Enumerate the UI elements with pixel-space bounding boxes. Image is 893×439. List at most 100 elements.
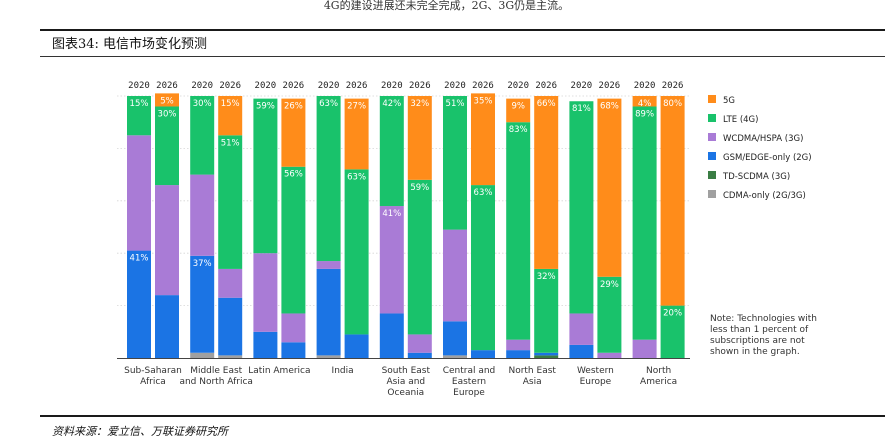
legend-label: TD-SCDMA (3G): [722, 172, 790, 182]
bar-segment: [506, 350, 531, 358]
bar-segment: [155, 185, 179, 296]
category-label: North: [646, 366, 671, 376]
bar-segment: [316, 261, 341, 269]
data-label: 68%: [600, 102, 619, 112]
data-label: 56%: [284, 170, 303, 180]
bar-segment: [407, 352, 432, 358]
bar-segment: [281, 98, 306, 167]
year-tick-label: 2026: [535, 81, 557, 91]
bar-segment: [155, 93, 179, 107]
data-label: 37%: [193, 259, 212, 269]
data-label: 26%: [284, 102, 303, 112]
bar-segment: [127, 135, 151, 251]
bar-segment: [218, 297, 243, 356]
category-label: Central and: [443, 366, 496, 376]
category-label: India: [332, 366, 354, 376]
bar-segment: [443, 355, 467, 358]
top-note: 4G的建设进展还未完全完成，2G、3G仍是主流。: [323, 0, 570, 12]
bar-segment: [534, 355, 559, 358]
category-label: Western: [577, 366, 614, 376]
data-label: 30%: [158, 109, 177, 119]
category-label: Oceania: [387, 388, 424, 398]
category-label: and North Africa: [179, 377, 253, 387]
category-label: Africa: [140, 377, 166, 387]
data-label: 32%: [410, 99, 429, 109]
legend-label: LTE (4G): [723, 115, 758, 125]
bar-segment: [569, 101, 594, 314]
data-label: 89%: [635, 109, 654, 119]
bar-segment: [506, 98, 531, 123]
legend-label: GSM/EDGE-only (2G): [723, 153, 812, 163]
data-label: 29%: [600, 280, 619, 290]
source-text: 资料来源：爱立信、万联证券研究所: [52, 425, 228, 438]
bar-segment: [471, 185, 495, 351]
legend-swatch: [708, 133, 716, 141]
year-tick-label: 2026: [283, 81, 305, 91]
bar-segment: [632, 96, 657, 107]
bar-segment: [316, 96, 341, 262]
bar-segment: [190, 352, 215, 358]
year-tick-label: 2026: [219, 81, 241, 91]
year-tick-label: 2020: [191, 81, 213, 91]
bar-segment: [569, 313, 594, 345]
bar-segment: [407, 334, 432, 353]
category-label: Middle East: [190, 366, 242, 376]
bar-segment: [190, 96, 215, 175]
data-label: 32%: [537, 272, 556, 282]
bar-segment: [632, 339, 657, 358]
source-rule: [40, 415, 885, 417]
data-label: 63%: [347, 172, 366, 182]
year-tick-label: 2026: [346, 81, 368, 91]
year-tick-label: 2020: [255, 81, 277, 91]
year-tick-label: 2020: [507, 81, 529, 91]
category-label: Asia: [523, 377, 542, 387]
year-tick-label: 2020: [128, 81, 150, 91]
bar-segment: [534, 268, 559, 353]
bar-segment: [253, 331, 278, 358]
bar-segment: [218, 268, 243, 298]
bar-segment: [344, 334, 369, 358]
year-tick-label: 2026: [599, 81, 621, 91]
legend-swatch: [708, 171, 716, 179]
data-label: 66%: [537, 99, 556, 109]
bar-segment: [344, 169, 369, 335]
bar-segment: [190, 255, 215, 353]
bar-segment: [379, 313, 404, 358]
legend-swatch: [708, 152, 716, 160]
data-label: 41%: [382, 209, 401, 219]
category-label: Europe: [580, 377, 612, 387]
bar-segment: [190, 174, 215, 256]
bar-segment: [632, 106, 657, 340]
data-label: 4%: [638, 99, 652, 109]
data-label: 59%: [410, 183, 429, 193]
data-label: 63%: [474, 188, 493, 198]
bar-segment: [597, 352, 622, 358]
category-label: Europe: [453, 388, 485, 398]
data-label: 30%: [193, 99, 212, 109]
bar-segment: [534, 96, 559, 269]
data-label: 9%: [511, 102, 525, 112]
bar-segment: [471, 93, 495, 186]
data-label: 83%: [509, 125, 528, 135]
chart-note: Note: Technologies with less than 1 perc…: [710, 314, 817, 357]
bar-segment: [660, 305, 685, 358]
bar-segment: [379, 206, 404, 314]
data-label: 5%: [160, 96, 174, 106]
data-label: 42%: [382, 99, 401, 109]
data-label: 41%: [130, 254, 149, 264]
bar-segment: [155, 106, 179, 186]
data-label: 15%: [221, 99, 240, 109]
bar-segment: [597, 276, 622, 353]
data-label: 81%: [572, 104, 591, 114]
bar-segment: [281, 342, 306, 358]
category-label: Sub-Saharan: [124, 366, 182, 376]
bar-segment: [218, 96, 243, 136]
bar-segment: [316, 355, 341, 358]
bar-segment: [597, 98, 622, 277]
data-label: 51%: [446, 99, 465, 109]
category-label: America: [640, 377, 677, 387]
year-tick-label: 2026: [472, 81, 494, 91]
bar-segment: [316, 268, 341, 356]
bar-segment: [471, 350, 495, 358]
